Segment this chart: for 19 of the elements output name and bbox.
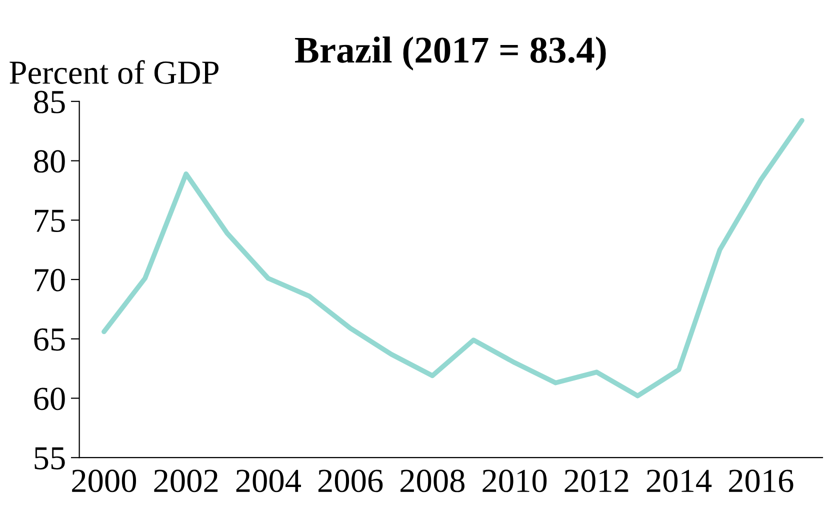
y-tick-label: 65 [34,328,65,351]
y-tick-label: 75 [34,210,65,232]
chart-title: Brazil (2017 = 83.4) [295,36,606,70]
y-axis-title: Percent of GDP [10,60,218,84]
x-tick-label: 2012 [564,470,628,492]
x-tick-label: 2014 [646,470,712,492]
y-tick-label: 80 [34,150,65,173]
x-tick-label: 2010 [482,470,547,492]
x-tick-label: 2002 [154,470,218,492]
y-tick-label: 85 [34,90,65,114]
x-tick-label: 2006 [318,470,383,492]
x-tick-label: 2000 [72,470,136,492]
y-tick-label: 55 [34,447,65,470]
x-tick-label: 2004 [236,470,302,492]
y-tick-label: 60 [34,388,65,410]
y-tick-label: 70 [34,268,65,292]
x-tick-label: 2016 [729,470,794,492]
x-tick-label: 2008 [400,470,464,492]
line-series [102,118,804,398]
